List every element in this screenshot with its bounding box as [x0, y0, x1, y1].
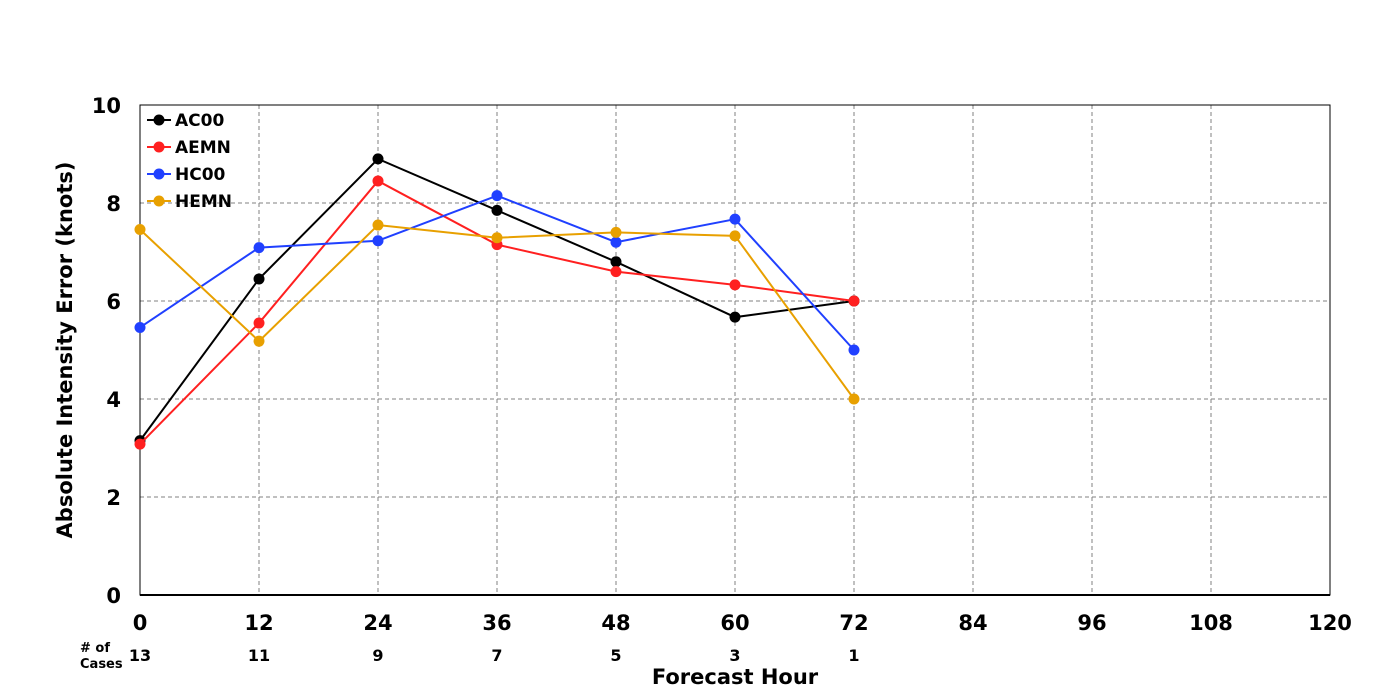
x-tick-label: 24 — [363, 611, 392, 635]
legend-swatch-marker — [153, 114, 165, 126]
x-tick-label: 72 — [839, 611, 868, 635]
y-tick-label: 2 — [106, 486, 121, 510]
data-point — [134, 438, 146, 450]
case-count: 13 — [129, 646, 151, 665]
case-count: 1 — [848, 646, 859, 665]
x-tick-label: 12 — [244, 611, 273, 635]
legend-item: AC00 — [147, 111, 224, 131]
x-tick-label: 48 — [601, 611, 630, 635]
x-tick-label: 60 — [720, 611, 749, 635]
data-point — [372, 175, 384, 187]
legend-swatch-marker — [153, 141, 165, 153]
legend-swatch-marker — [153, 168, 165, 180]
data-point — [610, 236, 622, 248]
legend: AC00 AEMN HC00 HEMN — [147, 111, 232, 212]
x-tick-label: 96 — [1077, 611, 1106, 635]
y-tick-labels: 0 2 4 6 8 10 — [92, 94, 121, 608]
legend-label: HC00 — [175, 165, 226, 185]
data-point — [134, 321, 146, 333]
data-point — [729, 279, 741, 291]
case-count: 5 — [610, 646, 621, 665]
cases-row: # of Cases 13 11 9 7 5 3 1 — [80, 641, 860, 672]
x-tick-label: 120 — [1308, 611, 1352, 635]
x-axis-title: Forecast Hour — [652, 665, 819, 689]
data-point — [491, 204, 503, 216]
data-point — [253, 242, 265, 254]
data-point — [253, 317, 265, 329]
series-hc00 — [134, 190, 860, 356]
y-tick-label: 0 — [106, 584, 121, 608]
data-point — [372, 219, 384, 231]
case-count: 9 — [372, 646, 383, 665]
series-line — [139, 157, 855, 442]
data-point — [610, 256, 622, 268]
x-tick-labels: 0 12 24 36 48 60 72 84 96 108 120 — [133, 611, 1352, 635]
data-point — [610, 266, 622, 278]
data-point — [729, 311, 741, 323]
data-point — [729, 230, 741, 242]
data-point — [134, 223, 146, 235]
data-point — [253, 273, 265, 285]
cases-label-line1: # of — [80, 641, 110, 656]
data-point — [848, 295, 860, 307]
data-point — [491, 232, 503, 244]
data-point — [729, 213, 741, 225]
series-hemn — [134, 219, 860, 405]
x-tick-label: 36 — [482, 611, 511, 635]
x-tick-label: 0 — [133, 611, 148, 635]
x-tick-label: 108 — [1189, 611, 1233, 635]
cases-label-line2: Cases — [80, 657, 123, 672]
case-count: 11 — [248, 646, 270, 665]
data-point — [610, 226, 622, 238]
x-tick-label: 84 — [958, 611, 987, 635]
data-point — [848, 393, 860, 405]
y-tick-label: 6 — [106, 290, 121, 314]
data-point — [848, 344, 860, 356]
legend-label: AEMN — [175, 138, 231, 158]
legend-swatch-marker — [153, 195, 165, 207]
y-tick-label: 4 — [106, 388, 121, 412]
y-tick-label: 8 — [106, 192, 121, 216]
legend-item: HC00 — [147, 165, 226, 185]
data-point — [491, 190, 503, 202]
data-point — [253, 335, 265, 347]
series-lines — [134, 153, 860, 450]
case-count: 3 — [729, 646, 740, 665]
y-axis-title: Absolute Intensity Error (knots) — [53, 162, 77, 539]
data-point — [372, 235, 384, 247]
case-count: 7 — [491, 646, 502, 665]
legend-item: AEMN — [147, 138, 231, 158]
grid-lines — [140, 105, 1330, 595]
data-point — [372, 153, 384, 165]
legend-label: AC00 — [175, 111, 224, 131]
legend-item: HEMN — [147, 192, 232, 212]
y-tick-label: 10 — [92, 94, 121, 118]
legend-label: HEMN — [175, 192, 232, 212]
